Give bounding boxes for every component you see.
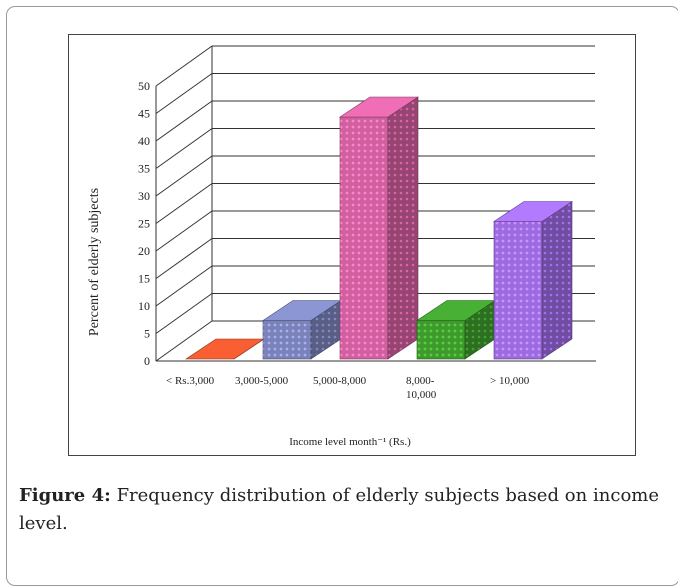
category-label: > 10,000 [490,375,530,387]
y-tick-label: 40 [138,134,150,148]
y-tick-label: 30 [138,189,150,203]
bar-chart: 0 5 10 15 20 25 30 35 40 45 50 < Rs.3,000 3,000-5,0… [87,45,596,448]
category-label: 3,000-5,000 [235,375,289,387]
x-axis-title: Income level month⁻¹ (Rs.) [289,436,411,448]
gridline-diagonal [155,155,213,197]
bars [185,96,573,360]
category-label: 5,000-8,000 [313,375,367,387]
y-tick-label: 5 [144,327,150,341]
category-labels: < Rs.3,000 3,000-5,000 5,000-8,000 8,000-10… [166,375,530,401]
y-tick-labels: 0 5 10 15 20 25 30 35 40 45 50 [138,79,150,368]
y-tick-label: 45 [138,107,150,121]
bar-5 [493,200,573,360]
gridline-diagonal [155,210,213,252]
gridline-diagonal [155,293,213,334]
bar-2 [262,299,342,360]
y-axis-title: Percent of elderly subjects [87,188,102,336]
category-label: 8,000-10,000 [406,375,437,401]
figure-caption: Figure 4: Frequency distribution of elde… [19,482,659,538]
gridline-diagonal [155,320,213,362]
gridline-diagonal [155,45,213,87]
bar-4 [416,299,496,360]
gridline-diagonal [155,100,213,142]
gridline-diagonal [155,128,213,169]
y-tick-label: 25 [138,217,150,231]
y-tick-label: 0 [144,354,150,368]
gridline-diagonal [155,238,213,279]
gridline-diagonal [155,183,213,224]
bar-1 [185,338,265,360]
bar-3 [339,96,419,360]
y-tick-label: 20 [138,244,150,258]
caption-lead: Figure 4: [19,485,111,506]
y-tick-label: 15 [138,272,150,286]
caption-text: Frequency distribution of elderly subjec… [19,485,659,534]
category-label: < Rs.3,000 [166,375,215,387]
gridline-diagonal [155,73,213,114]
y-tick-label: 35 [138,162,150,176]
y-tick-label: 50 [138,79,150,93]
gridline-diagonal [155,265,213,307]
y-tick-label: 10 [138,299,150,313]
